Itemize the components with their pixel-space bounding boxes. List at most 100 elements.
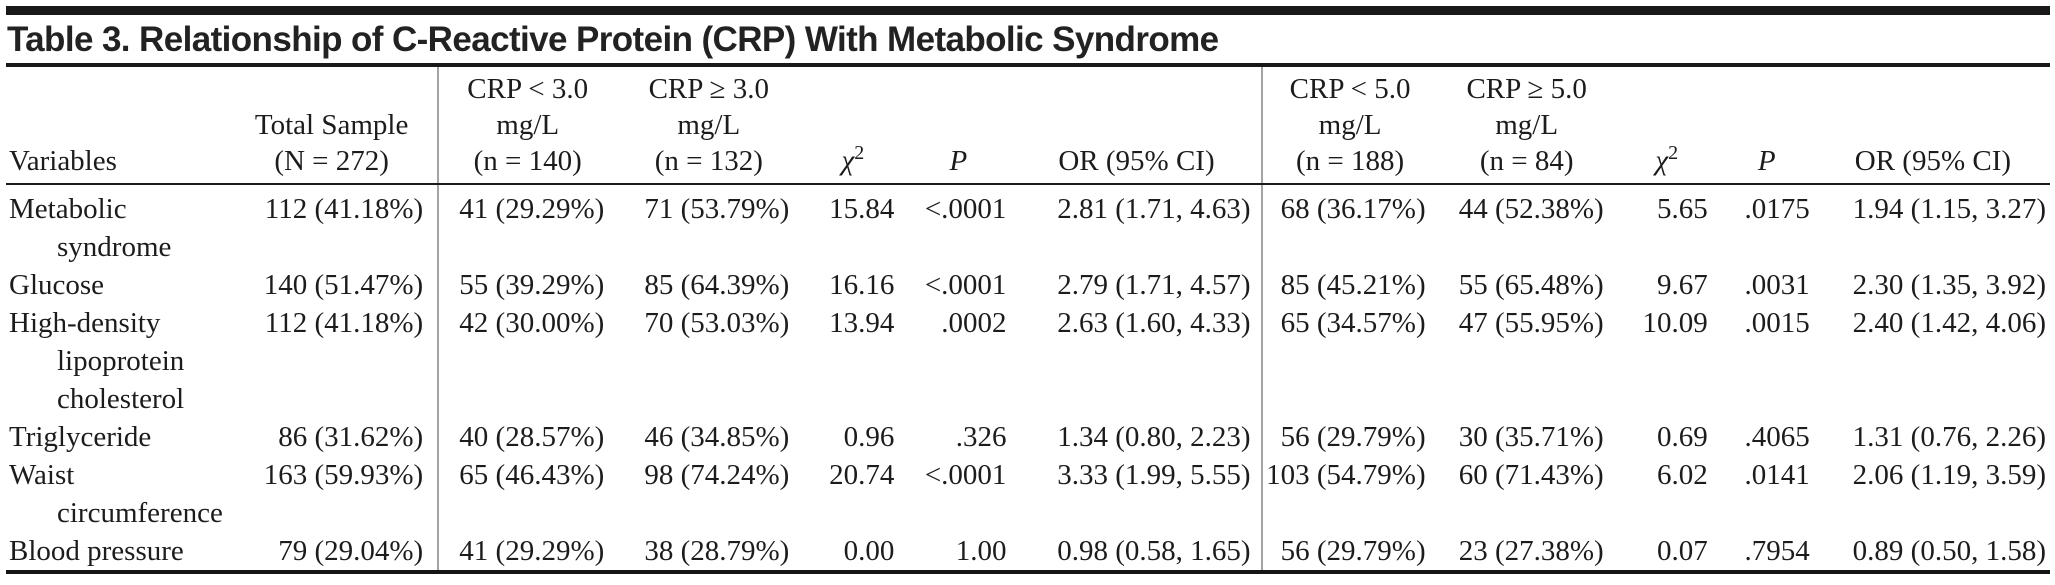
variable-line: High-density	[9, 307, 161, 339]
cell-chi2-group5: 0.69	[1657, 421, 1708, 453]
cell-total: 112 (41.18%)	[264, 307, 424, 339]
chi-symbol: χ	[1655, 145, 1669, 177]
header-row: Variables Total Sample (N = 272) CRP < 3…	[6, 67, 2050, 185]
cell-p-group3: <.0001	[924, 193, 1007, 225]
header-chi2-group3: χ2	[801, 67, 905, 185]
variable-line: cholesterol	[57, 383, 185, 415]
cell-p-group3: .326	[955, 421, 1007, 453]
header-variables: Variables	[6, 67, 227, 185]
cell-p-group3: <.0001	[924, 459, 1007, 491]
chi-symbol: χ	[841, 145, 855, 177]
cell-or-group5: 0.89 (0.50, 1.58)	[1852, 535, 2046, 567]
variable-line: syndrome	[57, 231, 172, 263]
cell-crp5-low: 56 (29.79%)	[1260, 418, 1438, 456]
cell-chi2-group3: 0.00	[843, 535, 895, 567]
cell-variable: Waist circumference	[6, 456, 226, 532]
cell-chi2-group5: 9.67	[1657, 269, 1708, 301]
cell-chi2-group5: 5.65	[1657, 193, 1708, 225]
crp-metabolic-syndrome-table: Variables Total Sample (N = 272) CRP < 3…	[6, 67, 2050, 574]
cell-crp5-low: 85 (45.21%)	[1260, 266, 1438, 304]
cell-chi2-group3: 13.94	[829, 307, 895, 339]
cell-chi2-group3: 0.96	[843, 421, 895, 453]
header-crp5-high-line1: CRP ≥ 5.0	[1466, 73, 1587, 105]
cell-crp3-high: 98 (74.24%)	[644, 459, 790, 491]
cell-total: 140 (51.47%)	[263, 269, 424, 301]
header-crp3-low: CRP < 3.0 mg/L (n = 140)	[437, 67, 617, 185]
cell-p-group3: .0002	[941, 307, 1007, 339]
cell-crp3-low: 65 (46.43%)	[437, 456, 617, 532]
header-crp5-low: CRP < 5.0 mg/L (n = 188)	[1260, 67, 1438, 185]
cell-crp5-high: 47 (55.95%)	[1458, 307, 1604, 339]
variable-line: Glucose	[9, 269, 105, 301]
cell-p-group3: 1.00	[955, 535, 1007, 567]
header-p-group5: P	[1717, 67, 1816, 185]
header-or-group3: OR (95% CI)	[1012, 67, 1262, 185]
cell-p-group5: .0175	[1744, 193, 1810, 225]
header-crp3-high-line3: (n = 132)	[654, 145, 763, 177]
cell-p-group5: .0031	[1744, 269, 1810, 301]
header-chi2-group5: χ2	[1615, 67, 1718, 185]
cell-chi2-group3: 16.16	[829, 269, 895, 301]
cell-or-group3: 0.98 (0.58, 1.65)	[1057, 535, 1251, 567]
cell-crp5-low: 68 (36.17%)	[1260, 184, 1438, 266]
cell-variable: Glucose	[6, 266, 226, 304]
paper-table-page: Table 3. Relationship of C-Reactive Prot…	[0, 6, 2055, 585]
header-crp5-high-line3: (n = 84)	[1479, 145, 1574, 177]
cell-chi2-group3: 20.74	[829, 459, 895, 491]
cell-crp3-high: 38 (28.79%)	[644, 535, 790, 567]
cell-or-group5: 2.40 (1.42, 4.06)	[1852, 307, 2046, 339]
cell-p-group5: .0015	[1744, 307, 1810, 339]
cell-p-group5: .4065	[1744, 421, 1810, 453]
cell-chi2-group5: 10.09	[1642, 307, 1708, 339]
cell-crp5-low: 56 (29.79%)	[1260, 532, 1438, 572]
cell-crp5-high: 60 (71.43%)	[1458, 459, 1604, 491]
table-row: Waist circumference 163 (59.93%) 65 (46.…	[6, 456, 2050, 532]
cell-variable: Triglyceride	[6, 418, 226, 456]
cell-crp5-high: 23 (27.38%)	[1458, 535, 1604, 567]
header-crp5-low-line3: (n = 188)	[1296, 145, 1405, 177]
cell-crp3-high: 70 (53.03%)	[644, 307, 790, 339]
cell-or-group3: 2.81 (1.71, 4.63)	[1057, 193, 1251, 225]
header-crp5-low-line2: mg/L	[1318, 109, 1382, 141]
cell-or-group3: 2.63 (1.60, 4.33)	[1057, 307, 1251, 339]
cell-crp3-high: 71 (53.79%)	[644, 193, 790, 225]
table-title: Table 3. Relationship of C-Reactive Prot…	[7, 20, 1219, 59]
cell-total: 163 (59.93%)	[263, 459, 424, 491]
header-crp5-low-line1: CRP < 5.0	[1289, 73, 1411, 105]
variable-line: lipoprotein	[57, 345, 185, 377]
variable-line: Triglyceride	[9, 421, 152, 453]
cell-crp3-high: 85 (64.39%)	[644, 269, 790, 301]
header-crp3-high: CRP ≥ 3.0 mg/L (n = 132)	[616, 67, 802, 185]
cell-crp3-low: 41 (29.29%)	[437, 184, 617, 266]
cell-variable: Metabolic syndrome	[6, 184, 226, 266]
chi-superscript: 2	[1668, 142, 1679, 165]
header-total-line2: (N = 272)	[274, 145, 389, 177]
cell-chi2-group5: 0.07	[1657, 535, 1708, 567]
header-crp5-high-line2: mg/L	[1495, 109, 1559, 141]
cell-or-group3: 3.33 (1.99, 5.55)	[1057, 459, 1251, 491]
cell-or-group3: 2.79 (1.71, 4.57)	[1057, 269, 1251, 301]
table-row: Metabolic syndrome 112 (41.18%) 41 (29.2…	[6, 184, 2050, 266]
table-row: Triglyceride 86 (31.62%) 40 (28.57%) 46 …	[6, 418, 2050, 456]
table-row: High-density lipoprotein cholesterol 112…	[6, 304, 2050, 418]
cell-crp3-low: 55 (39.29%)	[437, 266, 617, 304]
cell-crp3-low: 40 (28.57%)	[437, 418, 617, 456]
header-crp3-low-line1: CRP < 3.0	[467, 73, 589, 105]
cell-crp3-low: 41 (29.29%)	[437, 532, 617, 572]
cell-or-group5: 1.31 (0.76, 2.26)	[1852, 421, 2046, 453]
title-rule	[6, 63, 2050, 67]
cell-total: 112 (41.18%)	[264, 193, 424, 225]
header-total-line1: Total Sample	[254, 109, 409, 141]
chi-superscript: 2	[854, 142, 865, 165]
header-or-group5: OR (95% CI)	[1815, 67, 2050, 185]
header-total-sample: Total Sample (N = 272)	[226, 67, 439, 185]
cell-or-group5: 2.30 (1.35, 3.92)	[1852, 269, 2046, 301]
cell-p-group3: <.0001	[924, 269, 1007, 301]
top-rule	[6, 6, 2050, 15]
cell-crp5-low: 103 (54.79%)	[1260, 456, 1438, 532]
cell-crp5-high: 30 (35.71%)	[1458, 421, 1604, 453]
cell-p-group5: .7954	[1744, 535, 1810, 567]
cell-total: 79 (29.04%)	[278, 535, 424, 567]
variable-line: Metabolic	[9, 193, 127, 225]
cell-crp5-high: 44 (52.38%)	[1458, 193, 1604, 225]
